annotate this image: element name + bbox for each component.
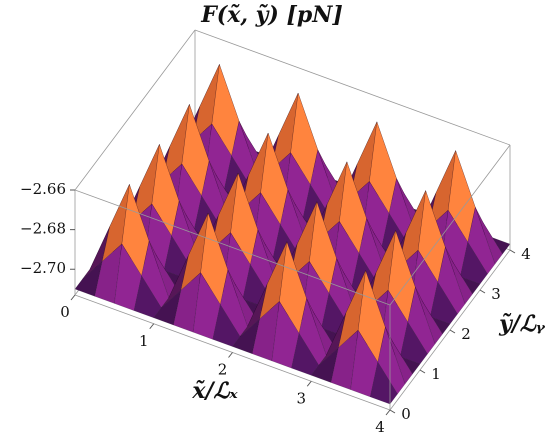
x-tick-label: 2 <box>218 361 228 379</box>
y-tick-label: 1 <box>431 365 441 383</box>
x-tick-label: 4 <box>375 418 385 436</box>
y-tick <box>509 249 516 254</box>
box-edge <box>74 189 391 306</box>
surface-cell <box>460 241 488 285</box>
x-tick <box>149 323 155 330</box>
y-tick-label: 2 <box>461 325 471 343</box>
surface-cell <box>445 247 473 305</box>
x-tick-label: 1 <box>139 332 149 350</box>
box-edge <box>389 144 511 306</box>
y-tick <box>419 369 426 374</box>
surface <box>74 63 511 405</box>
surface-cell <box>370 361 398 405</box>
y-tick-label: 4 <box>521 245 531 263</box>
y-tick <box>479 289 486 294</box>
surface-cell <box>400 321 428 365</box>
box-edge <box>194 29 511 146</box>
box-edge <box>74 29 196 191</box>
x-axis-label: x̃/ℒₓ <box>191 378 238 404</box>
x-tick <box>70 294 76 301</box>
x-tick <box>385 409 391 416</box>
chart-title: F(x̃, ỹ) [pN] <box>200 2 343 28</box>
z-tick-label: −2.68 <box>20 220 66 238</box>
x-tick-label: 0 <box>60 303 70 321</box>
y-tick-label: 0 <box>401 405 411 423</box>
y-tick <box>389 409 396 414</box>
surface-cell <box>430 281 458 325</box>
y-axis-label: ỹ/ℒᵧ <box>498 311 546 337</box>
y-tick <box>449 329 456 334</box>
z-tick-label: −2.66 <box>20 180 66 198</box>
z-tick-label: −2.70 <box>20 259 66 277</box>
surface-cell <box>475 207 503 265</box>
x-tick <box>228 352 233 358</box>
x-tick <box>306 380 312 387</box>
x-tick-label: 3 <box>296 389 306 407</box>
y-tick-label: 3 <box>491 285 501 303</box>
